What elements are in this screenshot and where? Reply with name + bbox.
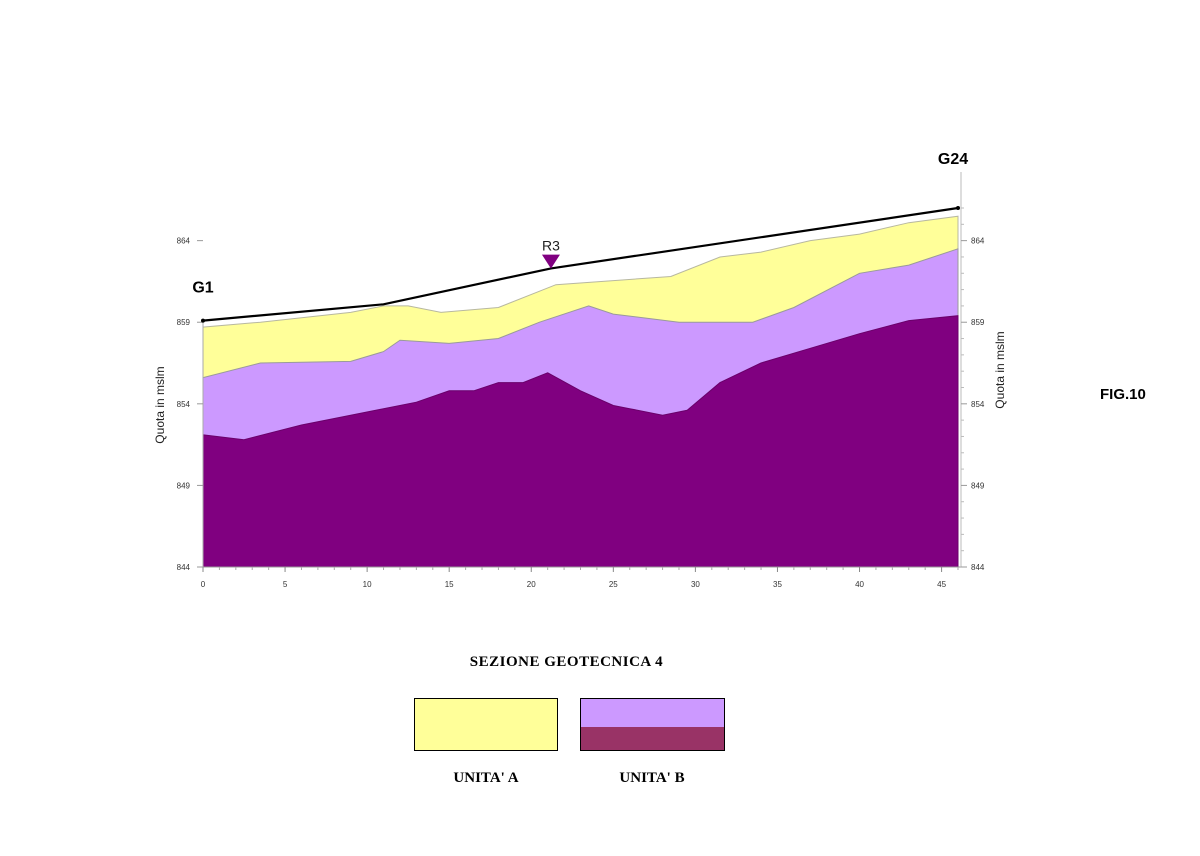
x-tick-label: 30 (691, 580, 700, 589)
y-tick-label-right: 854 (971, 400, 985, 409)
axes: 0 5 10 15 20 25 30 35 40 45 844 844 849 849 854 854 859 8… (177, 172, 985, 589)
borehole-point-g24 (956, 206, 960, 210)
figure-label: FIG.10 (1100, 386, 1146, 403)
r3-marker-icon (541, 254, 560, 269)
x-tick-label: 40 (855, 580, 864, 589)
legend-swatch-unita-b-lower (581, 727, 724, 750)
labels: Quota in mslm Quota in mslm G1 G24 R3 (153, 151, 1007, 444)
r3-marker-label: R3 (542, 238, 560, 254)
y-tick-label-left: 844 (177, 563, 191, 572)
y-tick-label-left: 849 (177, 481, 191, 490)
x-tick-label: 15 (445, 580, 454, 589)
legend-swatch-unita-a (414, 698, 558, 751)
ground-line (202, 206, 959, 322)
y-tick-label-left: 859 (177, 318, 191, 327)
x-tick-label: 10 (363, 580, 372, 589)
layer-unita-b-lower (202, 315, 959, 568)
layers (202, 215, 959, 568)
x-tick-label: 45 (937, 580, 946, 589)
y-tick-label-right: 859 (971, 318, 985, 327)
legend-swatch-unita-b-upper (581, 699, 724, 727)
y-tick-label-right: 849 (971, 481, 985, 490)
borehole-point-g1 (201, 318, 205, 323)
borehole-label-g1: G1 (192, 280, 213, 297)
borehole-label-g24: G24 (938, 151, 968, 168)
y-tick-label-right: 864 (971, 237, 985, 246)
x-tick-label: 25 (609, 580, 618, 589)
x-tick-label: 35 (773, 580, 782, 589)
y-axis-title-left: Quota in mslm (153, 366, 167, 443)
legend-label-unita-a: UNITA' A (453, 770, 519, 786)
y-axis-title-right: Quota in mslm (993, 331, 1007, 408)
x-tick-label: 20 (527, 580, 536, 589)
legend-swatch-unita-b (580, 698, 725, 751)
section-title: SEZIONE GEOTECNICA 4 (469, 654, 664, 670)
y-tick-label-right: 844 (971, 563, 985, 572)
x-tick-label: 0 (201, 580, 206, 589)
y-tick-label-left: 854 (177, 400, 191, 409)
legend-label-unita-b: UNITA' B (619, 770, 685, 786)
y-tick-label-left: 864 (177, 237, 191, 246)
x-tick-label: 5 (283, 580, 288, 589)
